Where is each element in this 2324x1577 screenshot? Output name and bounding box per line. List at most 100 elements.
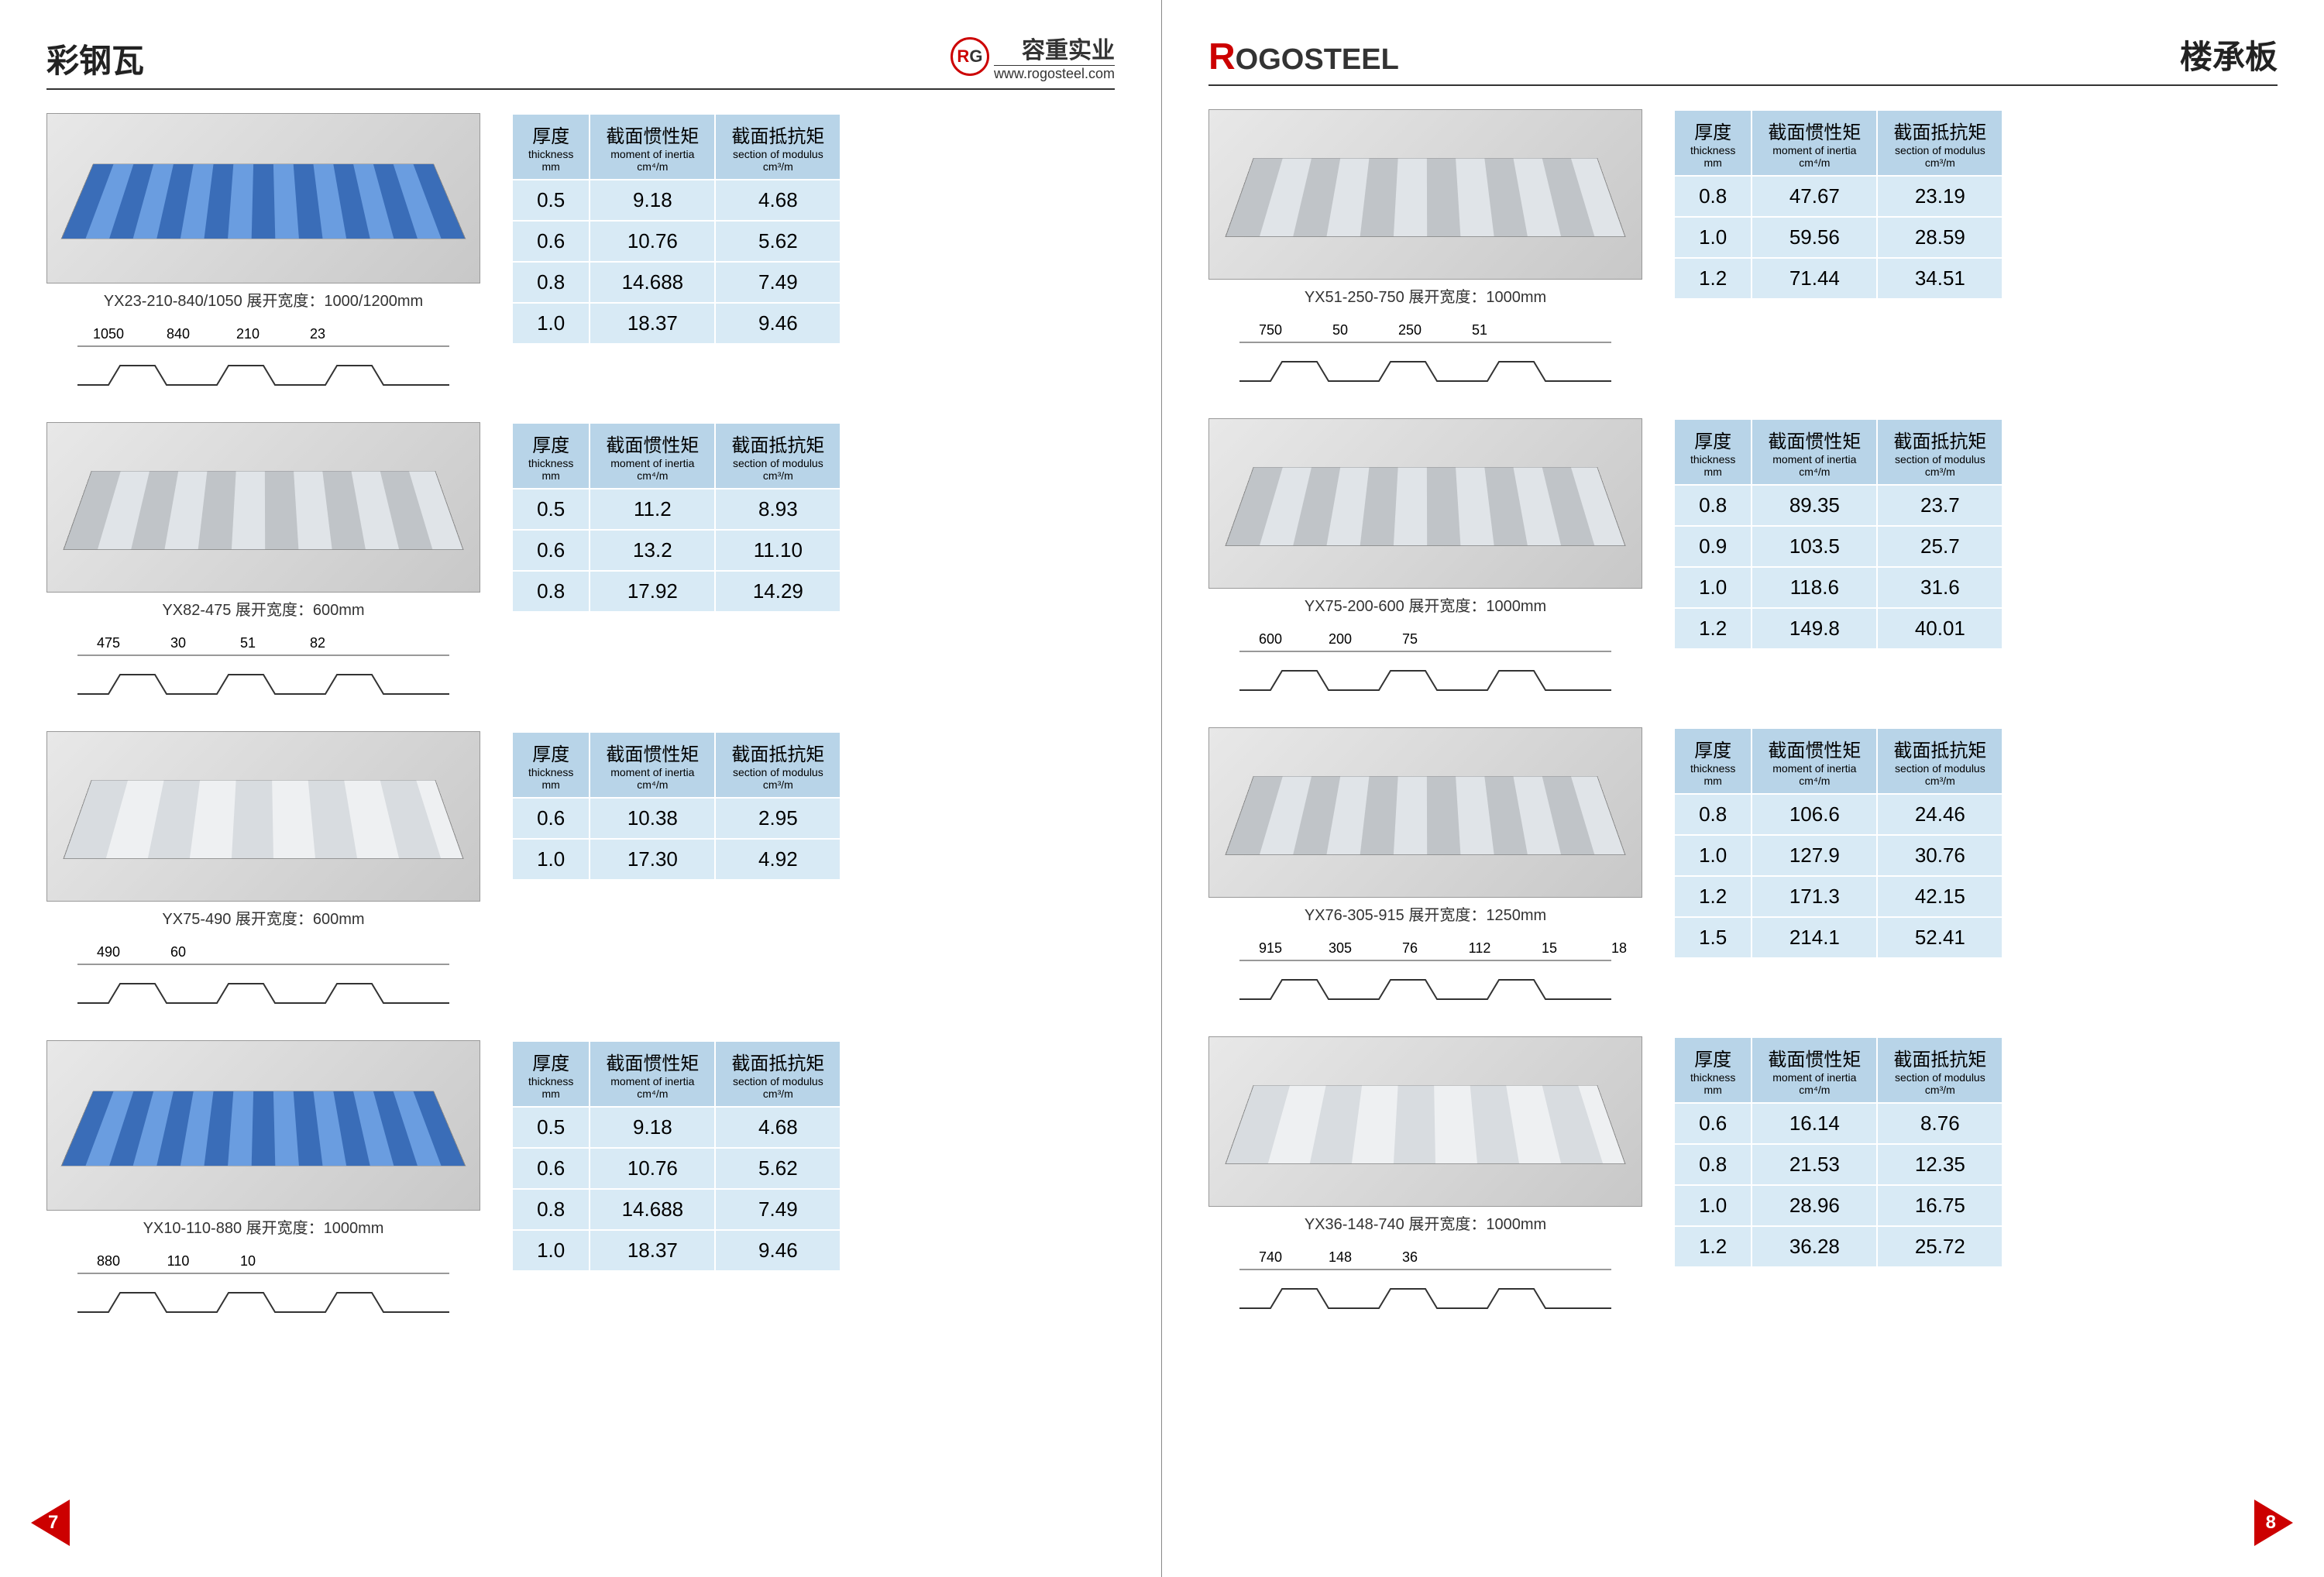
product-caption: YX82-475 展开宽度：600mm (46, 593, 480, 624)
cell-thickness: 0.8 (1674, 485, 1752, 526)
cell-thickness: 0.9 (1674, 526, 1752, 567)
dim-label: 305 (1329, 940, 1352, 956)
dim-label: 840 (167, 326, 190, 342)
cell-modulus: 34.51 (1877, 258, 2003, 299)
cell-thickness: 1.0 (512, 839, 590, 880)
product-row: YX36-148-740 展开宽度：1000mm 74014836 厚度thic… (1208, 1036, 2278, 1331)
th-thickness: 厚度thicknessmm (1674, 1037, 1752, 1103)
dim-label: 51 (240, 635, 256, 651)
cell-thickness: 0.6 (1674, 1103, 1752, 1144)
product-visual: YX75-200-600 展开宽度：1000mm 60020075 (1208, 418, 1642, 713)
cell-inertia: 21.53 (1752, 1144, 1877, 1185)
th-inertia: 截面惯性矩moment of inertiacm⁴/m (1752, 728, 1877, 794)
cell-thickness: 1.0 (1674, 567, 1752, 608)
cell-inertia: 103.5 (1752, 526, 1877, 567)
product-image (1208, 109, 1642, 280)
dim-label: 75 (1402, 631, 1418, 647)
product-visual: YX10-110-880 展开宽度：1000mm 88011010 (46, 1040, 480, 1335)
profile-diagram-svg: 1050 840 210 23 (62, 323, 465, 400)
dim-label: 250 (1398, 322, 1422, 338)
cell-modulus: 28.59 (1877, 217, 2003, 258)
cell-inertia: 14.688 (590, 262, 715, 303)
th-modulus: 截面抵抗矩section of moduluscm³/m (1877, 728, 2003, 794)
th-thickness: 厚度thicknessmm (512, 114, 590, 180)
th-modulus: 截面抵抗矩section of moduluscm³/m (715, 114, 841, 180)
product-caption: YX75-490 展开宽度：600mm (46, 902, 480, 933)
logo-block: RG 容重实业 www.rogosteel.com (951, 31, 1115, 82)
cell-modulus: 24.46 (1877, 794, 2003, 835)
cell-inertia: 17.30 (590, 839, 715, 880)
cell-thickness: 0.5 (512, 489, 590, 530)
dim-label: 10 (240, 1253, 256, 1269)
cell-modulus: 16.75 (1877, 1185, 2003, 1226)
profile-diagram-svg: 49060 (62, 941, 465, 1019)
product-row: YX75-200-600 展开宽度：1000mm 60020075 厚度thic… (1208, 418, 2278, 713)
cell-inertia: 59.56 (1752, 217, 1877, 258)
table-row: 0.8 14.688 7.49 (512, 1189, 841, 1230)
dim-label: 51 (1472, 322, 1487, 338)
catalog-spread: 彩钢瓦 RG 容重实业 www.rogosteel.com YX23-210-8… (0, 0, 2324, 1577)
product-image (1208, 1036, 1642, 1207)
cell-modulus: 12.35 (1877, 1144, 2003, 1185)
table-row: 0.8 47.67 23.19 (1674, 176, 2003, 217)
dim-label: 30 (170, 635, 186, 651)
table-row: 1.2 171.3 42.15 (1674, 876, 2003, 917)
cell-inertia: 17.92 (590, 571, 715, 612)
product-visual: YX23-210-840/1050 展开宽度：1000/1200mm 10508… (46, 113, 480, 408)
product-row: YX10-110-880 展开宽度：1000mm 88011010 厚度thic… (46, 1040, 1115, 1335)
dim-label: 1050 (93, 326, 124, 342)
cell-modulus: 23.7 (1877, 485, 2003, 526)
cell-thickness: 1.0 (1674, 835, 1752, 876)
table-row: 1.0 127.9 30.76 (1674, 835, 2003, 876)
table-row: 0.6 13.2 11.10 (512, 530, 841, 571)
cell-modulus: 30.76 (1877, 835, 2003, 876)
dim-label: 740 (1259, 1249, 1282, 1265)
cell-modulus: 40.01 (1877, 608, 2003, 649)
table-row: 1.0 118.6 31.6 (1674, 567, 2003, 608)
cell-inertia: 171.3 (1752, 876, 1877, 917)
th-thickness: 厚度thicknessmm (512, 732, 590, 798)
table-row: 0.6 10.38 2.95 (512, 798, 841, 839)
rg-logo-icon: RG (951, 37, 989, 76)
spec-table: 厚度thicknessmm 截面惯性矩moment of inertiacm⁴/… (1673, 418, 2003, 650)
dim-label: 148 (1329, 1249, 1352, 1265)
profile-diagram-svg: 475305182 (62, 632, 465, 709)
product-caption: YX76-305-915 展开宽度：1250mm (1208, 898, 1642, 929)
table-row: 1.0 18.37 9.46 (512, 1230, 841, 1271)
left-page: 彩钢瓦 RG 容重实业 www.rogosteel.com YX23-210-8… (0, 0, 1162, 1577)
dim-label: 210 (236, 326, 260, 342)
table-row: 0.8 17.92 14.29 (512, 571, 841, 612)
dim-label: 18 (1611, 940, 1627, 956)
cell-inertia: 16.14 (1752, 1103, 1877, 1144)
product-image (46, 1040, 480, 1211)
spec-table: 厚度thicknessmm 截面惯性矩moment of inertiacm⁴/… (1673, 1036, 2003, 1268)
product-image (46, 422, 480, 593)
cell-inertia: 149.8 (1752, 608, 1877, 649)
product-image (46, 113, 480, 283)
table-row: 0.8 106.6 24.46 (1674, 794, 2003, 835)
product-visual: YX36-148-740 展开宽度：1000mm 74014836 (1208, 1036, 1642, 1331)
table-row: 0.5 9.18 4.68 (512, 1107, 841, 1148)
dim-label: 600 (1259, 631, 1282, 647)
cell-modulus: 4.92 (715, 839, 841, 880)
dim-label: 23 (310, 326, 325, 342)
cell-thickness: 1.0 (512, 303, 590, 344)
cell-thickness: 0.8 (1674, 1144, 1752, 1185)
product-visual: YX75-490 展开宽度：600mm 49060 (46, 731, 480, 1026)
profile-diagram-svg: 600 200 75 (1224, 628, 1627, 706)
th-thickness: 厚度thicknessmm (1674, 110, 1752, 176)
spec-table: 厚度thicknessmm 截面惯性矩moment of inertiacm⁴/… (511, 1040, 841, 1272)
cell-modulus: 5.62 (715, 221, 841, 262)
cell-modulus: 7.49 (715, 262, 841, 303)
cell-thickness: 1.2 (1674, 608, 1752, 649)
dim-label: 200 (1329, 631, 1352, 647)
profile-diagram: 915305761121518 (1208, 929, 1642, 1022)
cell-thickness: 0.6 (512, 221, 590, 262)
th-inertia: 截面惯性矩moment of inertiacm⁴/m (590, 1041, 715, 1107)
cell-thickness: 0.6 (512, 1148, 590, 1189)
cell-modulus: 7.49 (715, 1189, 841, 1230)
spec-table: 厚度thicknessmm 截面惯性矩moment of inertiacm⁴/… (511, 731, 841, 881)
cell-thickness: 1.2 (1674, 1226, 1752, 1267)
profile-diagram-svg: 74014836 (1224, 1246, 1627, 1324)
cell-thickness: 0.8 (1674, 176, 1752, 217)
